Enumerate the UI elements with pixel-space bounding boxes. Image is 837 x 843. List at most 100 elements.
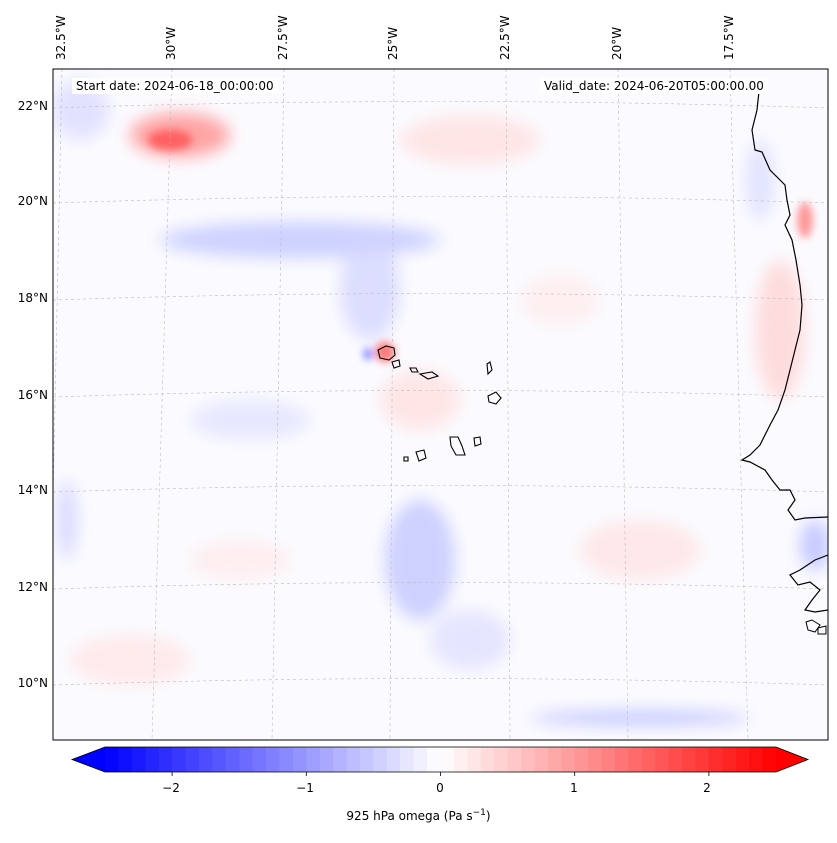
island-fogo xyxy=(415,449,427,462)
parallel-gridline xyxy=(53,196,828,204)
colorbar-tick-label: 0 xyxy=(436,781,444,795)
coastline-africa-south xyxy=(789,554,828,613)
omega-anomaly xyxy=(385,500,455,620)
colorbar-segment xyxy=(547,747,562,772)
island-sal xyxy=(486,361,493,376)
lon-label-30w: 30°W xyxy=(164,26,178,60)
colorbar-segment xyxy=(507,747,522,772)
coastline-islands-bissagos xyxy=(805,619,827,635)
omega-anomaly xyxy=(70,635,190,685)
colorbar-label-exponent: −1 xyxy=(472,808,486,818)
lat-label-14n: 14°N xyxy=(17,483,48,497)
colorbar-tick-label: 1 xyxy=(570,781,578,795)
parallel-gridline xyxy=(53,293,828,301)
colorbar-segment xyxy=(400,747,415,772)
meridian-gridline xyxy=(271,69,285,740)
colorbar-segment xyxy=(735,747,750,772)
colorbar-segment xyxy=(198,747,213,772)
omega-anomaly xyxy=(520,275,600,325)
parallel-gridline xyxy=(53,101,828,109)
colorbar-segment xyxy=(239,747,254,772)
colorbar-segment xyxy=(413,747,428,772)
cape-verde-islands xyxy=(377,345,502,462)
meridian-gridline xyxy=(389,69,395,740)
colorbar-segment xyxy=(359,747,374,772)
lon-label-32-5w: 32.5°W xyxy=(54,15,68,60)
lat-label-22n: 22°N xyxy=(17,99,48,113)
omega-anomaly xyxy=(363,348,373,360)
colorbar-segment xyxy=(762,747,777,772)
colorbar-segment xyxy=(588,747,603,772)
omega-anomaly xyxy=(340,240,400,340)
colorbar-segment xyxy=(306,747,321,772)
island-santo-antao xyxy=(377,345,396,361)
lon-label-20w: 20°W xyxy=(610,26,624,60)
colorbar-segment xyxy=(494,747,509,772)
island-santa-luzia xyxy=(418,371,440,380)
omega-field xyxy=(53,69,828,740)
colorbar-segment xyxy=(105,747,119,772)
colorbar-segment xyxy=(427,747,441,772)
colorbar-segment xyxy=(131,747,146,772)
colorbar-segment xyxy=(521,747,535,772)
colorbar-segment xyxy=(319,747,334,772)
colorbar-segment xyxy=(561,747,576,772)
map-frame xyxy=(52,68,829,741)
colorbar-segment xyxy=(373,747,388,772)
omega-anomaly xyxy=(190,400,310,440)
colorbar-segment xyxy=(668,747,683,772)
island-santiago xyxy=(449,436,466,456)
omega-anomaly xyxy=(148,130,192,150)
omega-anomaly xyxy=(190,540,290,580)
colorbar-segment xyxy=(655,747,670,772)
colorbar-segment xyxy=(252,747,267,772)
omega-anomaly xyxy=(530,710,750,726)
omega-anomaly xyxy=(53,80,110,140)
colorbar-segment xyxy=(279,747,294,772)
lat-label-18n: 18°N xyxy=(17,291,48,305)
island-boa-vista xyxy=(487,391,502,405)
colorbar-segment xyxy=(292,747,307,772)
colorbar-segment xyxy=(386,747,401,772)
colorbar-segment xyxy=(118,747,133,772)
colorbar-segment xyxy=(641,747,656,772)
colorbar-segment xyxy=(601,747,616,772)
omega-anomaly xyxy=(580,520,700,580)
colorbar-extend-max xyxy=(776,747,808,772)
colorbar xyxy=(70,746,810,776)
colorbar-segment xyxy=(695,747,710,772)
colorbar-tick-label: −2 xyxy=(162,781,180,795)
island-brava xyxy=(403,456,409,462)
omega-anomaly xyxy=(430,610,510,670)
parallel-gridline xyxy=(53,582,828,590)
colorbar-segment xyxy=(722,747,737,772)
lon-label-22-5w: 22.5°W xyxy=(498,15,512,60)
parallel-gridline xyxy=(53,390,828,398)
colorbar-outline xyxy=(70,746,810,773)
colorbar-extend-min xyxy=(72,747,105,772)
colorbar-segment xyxy=(266,747,280,772)
colorbar-segment xyxy=(749,747,764,772)
colorbar-tick-label: 2 xyxy=(703,781,711,795)
omega-anomaly xyxy=(797,202,813,238)
meridian-gridline xyxy=(151,69,173,740)
start-date-label: Start date: 2024-06-18_00:00:00 xyxy=(72,78,278,94)
colorbar-label: 925 hPa omega (Pa s−1) xyxy=(346,808,491,823)
colorbar-segment xyxy=(212,747,227,772)
omega-anomaly xyxy=(400,115,540,165)
omega-anomaly xyxy=(745,140,775,220)
lon-label-25w: 25°W xyxy=(386,26,400,60)
lat-label-20n: 20°N xyxy=(17,194,48,208)
colorbar-segment xyxy=(614,747,629,772)
colorbar-segment xyxy=(682,747,696,772)
colorbar-segment xyxy=(453,747,468,772)
colorbar-segment xyxy=(333,747,348,772)
colorbar-segment xyxy=(225,747,240,772)
colorbar-segment xyxy=(145,747,160,772)
island-sao-nicolau xyxy=(409,367,419,373)
parallel-gridline xyxy=(53,678,828,686)
omega-anomaly xyxy=(380,370,460,430)
meridian-gridline xyxy=(729,69,749,740)
